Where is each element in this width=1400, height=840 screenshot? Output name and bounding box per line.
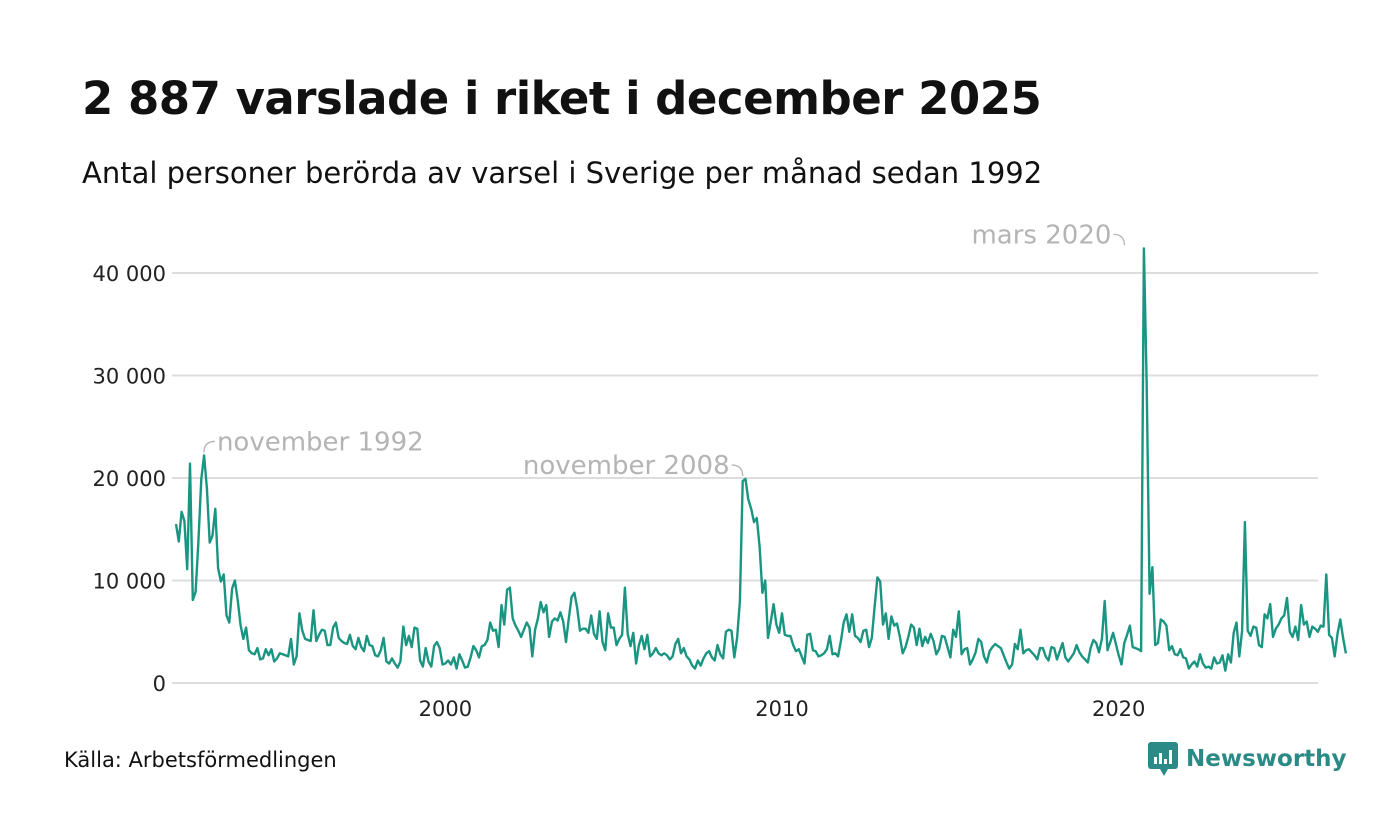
- brand-name: Newsworthy: [1186, 746, 1347, 772]
- x-tick-label: 2020: [1092, 697, 1145, 721]
- annotations: november 1992 november 2008 mars 2020: [203, 220, 1126, 481]
- chart-title: 2 887 varslade i riket i december 2025: [82, 72, 1042, 125]
- chart-subtitle: Antal personer berörda av varsel i Sveri…: [82, 156, 1043, 190]
- annotation-connector: [731, 464, 744, 477]
- y-tick-label: 20 000: [93, 467, 166, 491]
- annotation-connector: [1113, 233, 1126, 246]
- newsworthy-logo: Newsworthy: [1148, 742, 1347, 776]
- y-tick-label: 0: [153, 672, 166, 696]
- source-note: Källa: Arbetsförmedlingen: [64, 748, 337, 772]
- y-tick-label: 30 000: [93, 365, 166, 389]
- bar-chart-icon: [1148, 742, 1178, 776]
- y-tick-label: 10 000: [93, 570, 166, 594]
- series-line: [174, 247, 1348, 672]
- y-tick-label: 40 000: [93, 262, 166, 286]
- x-axis-ticks: 2000 2010 2020: [419, 697, 1146, 721]
- annotation-connector: [203, 440, 215, 453]
- annotation-label: november 1992: [217, 427, 424, 457]
- x-tick-label: 2000: [419, 697, 472, 721]
- annotation-label: november 2008: [523, 451, 730, 481]
- series-group: [174, 247, 1348, 672]
- x-tick-label: 2010: [755, 697, 808, 721]
- annotation-label: mars 2020: [971, 220, 1111, 250]
- y-axis-ticks: 0 10 000 20 000 30 000 40 000: [93, 262, 166, 696]
